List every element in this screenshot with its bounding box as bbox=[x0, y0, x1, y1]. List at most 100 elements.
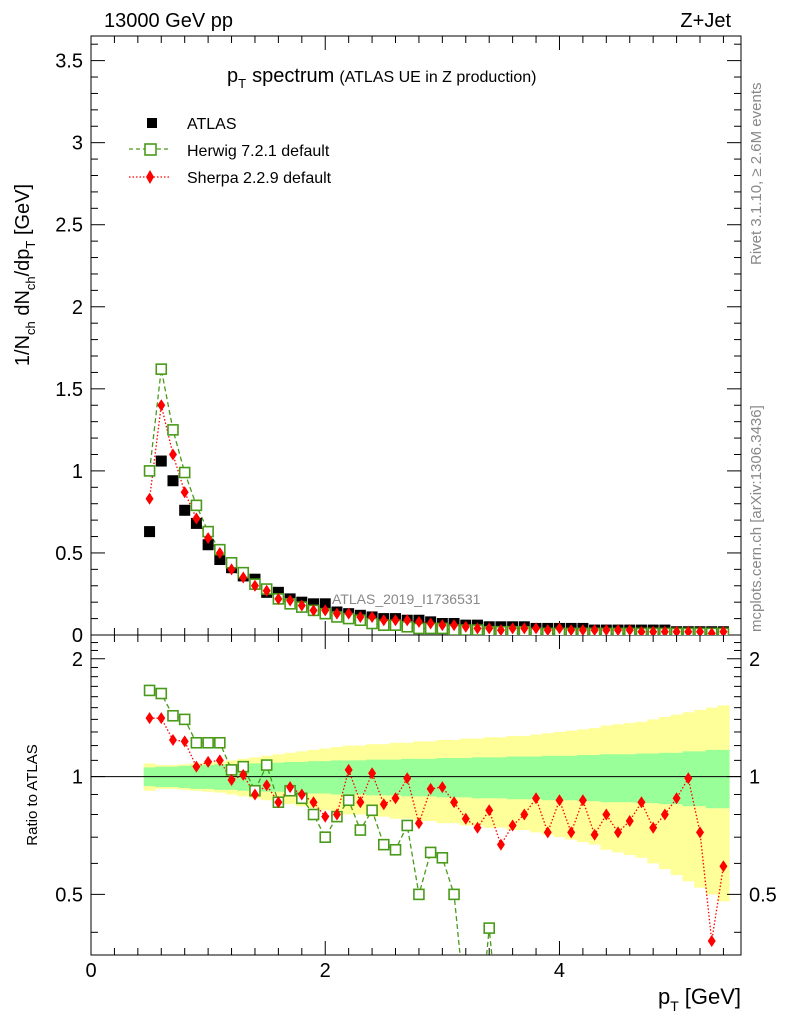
herwig-point bbox=[178, 466, 191, 479]
sherpa-ratio-point bbox=[649, 821, 658, 834]
title-p: p bbox=[227, 65, 238, 87]
sherpa-point bbox=[719, 625, 728, 635]
atlas-point bbox=[202, 539, 214, 551]
herwig-ratio-point bbox=[436, 852, 449, 864]
sherpa-ratio-point bbox=[168, 734, 177, 747]
sherpa-point bbox=[532, 622, 541, 635]
sherpa-ratio-point bbox=[297, 788, 306, 801]
ratio-y-tick-label-left: 0.5 bbox=[55, 884, 83, 906]
main-y-tick-label: 1.5 bbox=[55, 379, 83, 401]
sherpa-point bbox=[590, 624, 599, 635]
main-y-tick-label: 2.5 bbox=[55, 215, 83, 237]
sherpa-ratio-point bbox=[473, 821, 482, 834]
sherpa-point bbox=[461, 620, 470, 633]
atlas-point bbox=[167, 475, 179, 487]
sherpa-ratio-point bbox=[602, 808, 611, 821]
sherpa-ratio-point bbox=[520, 808, 529, 821]
main-title: pT spectrum (ATLAS UE in Z production) bbox=[227, 65, 536, 91]
sherpa-ratio-point bbox=[379, 798, 388, 811]
ratio-y-axis: 0.5 0.5 1 1 2 2 bbox=[55, 642, 777, 933]
main-y-tick-label: 0 bbox=[72, 625, 83, 647]
sherpa-point bbox=[672, 625, 681, 635]
sherpa-point bbox=[145, 492, 154, 505]
atlas-point bbox=[179, 504, 191, 516]
sherpa-ratio-point bbox=[286, 781, 295, 794]
ratio-y-tick-label-left: 1 bbox=[72, 767, 83, 789]
main-y-tick-label: 0.5 bbox=[55, 543, 83, 565]
herwig-ratio-point bbox=[424, 846, 437, 859]
ratio-band-inner bbox=[272, 762, 285, 792]
legend-label-herwig: Herwig 7.2.1 default bbox=[187, 143, 330, 160]
title-sub: (ATLAS UE in Z production) bbox=[339, 69, 536, 86]
sherpa-point bbox=[485, 622, 494, 635]
sherpa-point bbox=[204, 532, 213, 545]
herwig-ratio-point bbox=[389, 843, 402, 856]
sherpa-ratio-point bbox=[192, 760, 201, 773]
energy-label: 13000 GeV pp bbox=[104, 10, 233, 32]
sherpa-ratio-point bbox=[707, 935, 716, 948]
sherpa-point bbox=[332, 607, 341, 620]
herwig-ratio-point bbox=[190, 736, 203, 749]
herwig-ratio-point bbox=[413, 888, 425, 901]
sherpa-point bbox=[567, 624, 576, 635]
sherpa-point bbox=[297, 599, 306, 612]
legend-label-sherpa: Sherpa 2.2.9 default bbox=[187, 170, 332, 187]
legend-marker-atlas bbox=[147, 118, 157, 128]
sherpa-ratio-point bbox=[403, 772, 412, 785]
main-y-tick-label: 1 bbox=[72, 461, 83, 483]
x-axis-label: pT [GeV] bbox=[658, 984, 741, 1014]
ratio-y-tick-label-left: 2 bbox=[72, 649, 83, 671]
sherpa-point bbox=[707, 627, 716, 635]
sherpa-ratio-point bbox=[332, 808, 341, 821]
sherpa-ratio-point bbox=[660, 808, 669, 821]
herwig-ratio-point bbox=[377, 838, 390, 851]
ratio-band-inner bbox=[647, 753, 660, 804]
sherpa-point bbox=[262, 584, 271, 597]
sherpa-point bbox=[168, 448, 177, 461]
ratio-band-inner bbox=[377, 759, 390, 796]
main-y-label: 1/Nch dNch/dpT [GeV] bbox=[12, 184, 38, 366]
ratio-band-inner bbox=[705, 749, 718, 809]
sherpa-point bbox=[250, 579, 259, 592]
ratio-band-inner bbox=[694, 751, 707, 807]
ratio-band-inner bbox=[307, 761, 320, 794]
sherpa-point bbox=[309, 604, 318, 617]
ratio-band-inner bbox=[577, 755, 590, 802]
sherpa-ratio-point bbox=[239, 768, 248, 781]
ratio-band-inner bbox=[448, 758, 461, 798]
sherpa-point bbox=[379, 614, 388, 627]
sherpa-point bbox=[274, 592, 283, 605]
herwig-ratio-point bbox=[508, 1007, 518, 1017]
ratio-band-inner bbox=[319, 761, 332, 794]
ratio-band-inner bbox=[389, 759, 402, 796]
sherpa-ratio-point bbox=[696, 826, 705, 839]
sherpa-ratio-point bbox=[508, 819, 517, 832]
herwig-ratio-point bbox=[225, 764, 238, 776]
ratio-band-inner bbox=[659, 752, 672, 805]
ratio-band-inner bbox=[588, 755, 601, 802]
sherpa-point bbox=[473, 622, 482, 635]
ratio-y-tick-label-right: 0.5 bbox=[749, 884, 777, 906]
herwig-ratio-point bbox=[483, 922, 495, 934]
ratio-band-inner bbox=[623, 754, 636, 803]
rivet-label: Rivet 3.1.10, ≥ 2.6M events bbox=[748, 83, 765, 266]
sherpa-point bbox=[543, 624, 552, 635]
sherpa-ratio-point bbox=[625, 814, 634, 827]
legend-marker-herwig bbox=[144, 143, 157, 156]
sherpa-ratio-point bbox=[672, 792, 681, 805]
sherpa-ratio-point bbox=[578, 794, 587, 807]
sherpa-ratio-point bbox=[262, 779, 271, 792]
sherpa-point bbox=[215, 546, 224, 559]
sherpa-ratio-point bbox=[157, 712, 166, 725]
sherpa-ratio-point bbox=[496, 838, 505, 851]
ratio-band-inner bbox=[483, 757, 496, 799]
sherpa-ratio-point bbox=[215, 754, 224, 767]
herwig-point bbox=[143, 465, 156, 477]
ratio-band-inner bbox=[518, 756, 531, 800]
ratio-band-inner bbox=[717, 749, 730, 809]
main-y-tick-label: 2 bbox=[72, 297, 83, 319]
sherpa-point bbox=[321, 604, 330, 617]
sherpa-ratio-line bbox=[149, 717, 725, 942]
sherpa-point bbox=[578, 624, 587, 635]
atlas-point bbox=[144, 526, 156, 538]
